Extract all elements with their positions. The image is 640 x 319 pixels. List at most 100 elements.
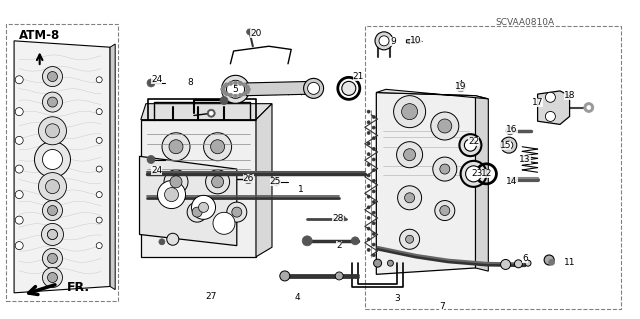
- Circle shape: [232, 207, 242, 217]
- Text: 2: 2: [337, 241, 342, 250]
- Polygon shape: [141, 104, 272, 120]
- Circle shape: [243, 83, 246, 87]
- Circle shape: [228, 93, 232, 97]
- Circle shape: [372, 137, 375, 140]
- Circle shape: [372, 169, 375, 172]
- Circle shape: [170, 176, 182, 188]
- Circle shape: [243, 174, 253, 184]
- Text: 24: 24: [151, 166, 163, 175]
- Circle shape: [372, 158, 375, 161]
- Circle shape: [525, 260, 531, 266]
- Circle shape: [227, 80, 244, 98]
- Circle shape: [545, 111, 556, 122]
- Polygon shape: [538, 91, 570, 124]
- Circle shape: [239, 93, 243, 97]
- Circle shape: [372, 211, 375, 214]
- Circle shape: [221, 75, 250, 103]
- Circle shape: [367, 163, 370, 166]
- Circle shape: [207, 109, 215, 117]
- Circle shape: [96, 166, 102, 172]
- Circle shape: [548, 259, 555, 265]
- Circle shape: [372, 233, 375, 235]
- Circle shape: [227, 202, 247, 222]
- Text: 10: 10: [410, 36, 422, 45]
- Circle shape: [584, 102, 594, 113]
- Text: 25: 25: [269, 177, 281, 186]
- Circle shape: [367, 121, 370, 124]
- Circle shape: [147, 155, 155, 164]
- Circle shape: [367, 195, 370, 198]
- Text: 19: 19: [455, 82, 467, 91]
- Polygon shape: [141, 120, 256, 257]
- Circle shape: [367, 249, 370, 251]
- Circle shape: [96, 137, 102, 143]
- Circle shape: [221, 90, 226, 94]
- Circle shape: [42, 249, 63, 268]
- Circle shape: [47, 253, 58, 263]
- Circle shape: [440, 164, 450, 174]
- Text: 5: 5: [233, 85, 238, 94]
- Circle shape: [506, 127, 514, 135]
- Circle shape: [367, 206, 370, 209]
- Circle shape: [367, 131, 370, 134]
- Circle shape: [47, 272, 58, 283]
- Circle shape: [367, 185, 370, 188]
- Text: 1: 1: [298, 185, 303, 194]
- Circle shape: [273, 178, 280, 186]
- Text: 27: 27: [205, 292, 217, 301]
- Circle shape: [372, 126, 375, 129]
- Text: 18: 18: [564, 91, 575, 100]
- Circle shape: [220, 96, 228, 105]
- Circle shape: [191, 195, 216, 219]
- Circle shape: [221, 87, 225, 91]
- Circle shape: [367, 153, 370, 156]
- Circle shape: [47, 97, 58, 107]
- Circle shape: [15, 108, 23, 116]
- Polygon shape: [140, 156, 237, 246]
- Circle shape: [544, 255, 554, 265]
- Polygon shape: [110, 44, 115, 290]
- Circle shape: [96, 77, 102, 83]
- Circle shape: [394, 96, 426, 128]
- Circle shape: [435, 201, 455, 220]
- Text: 17: 17: [532, 98, 543, 107]
- Circle shape: [157, 181, 186, 209]
- Circle shape: [466, 166, 482, 182]
- Polygon shape: [406, 39, 422, 44]
- Circle shape: [169, 140, 183, 154]
- Polygon shape: [246, 81, 314, 96]
- Text: 28: 28: [332, 214, 344, 223]
- Circle shape: [213, 212, 235, 234]
- Circle shape: [367, 174, 370, 177]
- Circle shape: [15, 136, 23, 145]
- Circle shape: [367, 238, 370, 241]
- Circle shape: [212, 176, 223, 188]
- Text: 4: 4: [295, 293, 300, 302]
- Circle shape: [234, 81, 237, 85]
- Text: 14: 14: [506, 177, 518, 186]
- Circle shape: [245, 90, 250, 94]
- Circle shape: [35, 142, 70, 177]
- Circle shape: [187, 202, 207, 222]
- Circle shape: [164, 170, 188, 194]
- Circle shape: [147, 79, 155, 87]
- Circle shape: [406, 235, 413, 243]
- Circle shape: [404, 193, 415, 203]
- Circle shape: [239, 81, 243, 85]
- Circle shape: [372, 254, 375, 257]
- Circle shape: [508, 129, 512, 133]
- Circle shape: [225, 83, 228, 87]
- Circle shape: [246, 29, 253, 35]
- Circle shape: [192, 207, 202, 217]
- Circle shape: [47, 71, 58, 82]
- Circle shape: [47, 229, 58, 240]
- Polygon shape: [476, 96, 488, 271]
- Circle shape: [96, 192, 102, 197]
- Circle shape: [42, 177, 63, 197]
- Circle shape: [42, 150, 63, 169]
- Circle shape: [96, 109, 102, 115]
- Circle shape: [42, 67, 63, 86]
- Circle shape: [397, 186, 422, 210]
- Circle shape: [302, 236, 312, 246]
- Text: 23: 23: [471, 169, 483, 178]
